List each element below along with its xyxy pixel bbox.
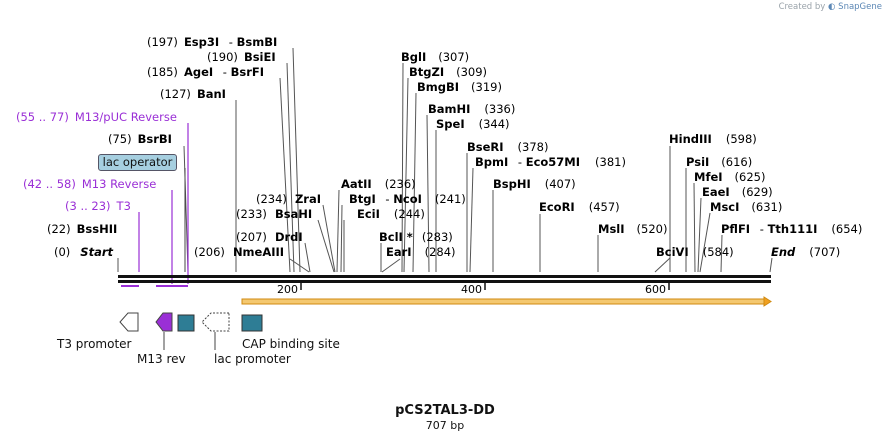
site-nmeaiii: (206) NmeAIII [194,245,284,259]
site-btgzi: BtgZI (309) [409,65,487,79]
tick-200: 200 [277,283,298,296]
snapgene-logo-icon: ◐ [828,2,836,12]
lac-operator-label: lac operator [98,154,177,171]
site-zrai: (234) ZraI [256,192,321,206]
labels-right: HindIII (598) PsiI (616) MfeI (625) EaeI (62… [669,132,862,259]
credit-prefix: Created by [778,2,826,12]
plasmid-length: 707 bp [425,419,465,432]
tick-600: 600 [645,283,666,296]
labels-mid: AatII (236) BtgI - NcoI (241) EciI (244) Bc… [341,50,734,259]
site-leader-lines [117,47,773,273]
site-bpmi: BpmI - Eco57MI (381) [475,155,626,169]
orf-arrow [241,296,772,307]
site-hindiii: HindIII (598) [669,132,757,146]
site-esp3i: (197) Esp3I - BsmBI [147,35,277,49]
labels-left: (197) Esp3I - BsmBI (190) BsiEI (185) AgeI … [16,35,277,259]
site-spei: SpeI (344) [436,117,510,131]
credit-brand: SnapGene [838,2,882,12]
primer-m13-puc-reverse: (55 .. 77) M13/pUC Reverse [16,110,177,124]
plasmid-name: pCS2TAL3-DD [395,403,495,418]
features [119,312,263,332]
site-eari: EarI (284) [386,245,456,259]
site-bcli: BclI * (283) [379,230,453,244]
backbone [118,275,771,283]
t3-promoter-arrow-icon [119,312,139,332]
primer-t3: (3 .. 23) T3 [65,199,131,213]
site-psii: PsiI (616) [686,155,752,169]
primer-m13-reverse: (42 .. 58) M13 Reverse [23,177,156,191]
site-bsrbi: (75) BsrBI [108,132,172,146]
snapgene-credit: Created by ◐ SnapGene [779,2,882,12]
lac-promoter-label: lac promoter [214,352,291,366]
site-msci: MscI (631) [710,200,782,214]
site-bcivi: BciVI (584) [656,245,734,259]
ruler: 200 400 600 [277,283,670,296]
site-bseri: BseRI (378) [467,140,548,154]
lac-promoter-arrow-icon [201,312,230,332]
site-mfei: MfeI (625) [694,170,765,184]
site-start: (0) Start [54,245,114,259]
t3-promoter-label: T3 promoter [57,337,132,351]
site-msli: MslI (520) [598,222,667,236]
cap-binding-site-label: CAP binding site [242,337,340,351]
site-agei: (185) AgeI - BsrFI [147,65,264,79]
site-aatii: AatII (236) [341,177,416,191]
site-bsphi: BspHI (407) [493,177,576,191]
tick-400: 400 [461,283,482,296]
m13-rev-label: M13 rev [137,352,186,366]
site-pflfi: PflFI - Tth111I (654) [721,222,862,236]
cap-binding-site-box-icon [241,314,263,332]
feature-leaders [163,168,216,350]
site-bsahi: (233) BsaHI [236,207,312,221]
site-bsshii: (22) BssHII [47,222,117,236]
site-bsiei: (190) BsiEI [207,50,276,64]
site-eaei: EaeI (629) [702,185,773,199]
site-bamhi: BamHI (336) [428,102,515,116]
m13-rev-arrow-icon [155,312,173,332]
site-ecori: EcoRI (457) [539,200,620,214]
site-bmgbi: BmgBI (319) [417,80,502,94]
lac-operator-box-icon [177,314,195,332]
site-end: End (707) [771,245,840,259]
labels-mid-left: (234) ZraI (233) BsaHI (207) DrdI (206) NmeA… [194,192,321,259]
site-btgi: BtgI - NcoI (241) [349,192,466,206]
site-bani: (127) BanI [160,87,226,101]
site-ecii: EciI (244) [357,207,425,221]
site-drdi: (207) DrdI [236,230,303,244]
site-bgli: BglI (307) [401,50,469,64]
primer-leader-lines [138,123,189,284]
